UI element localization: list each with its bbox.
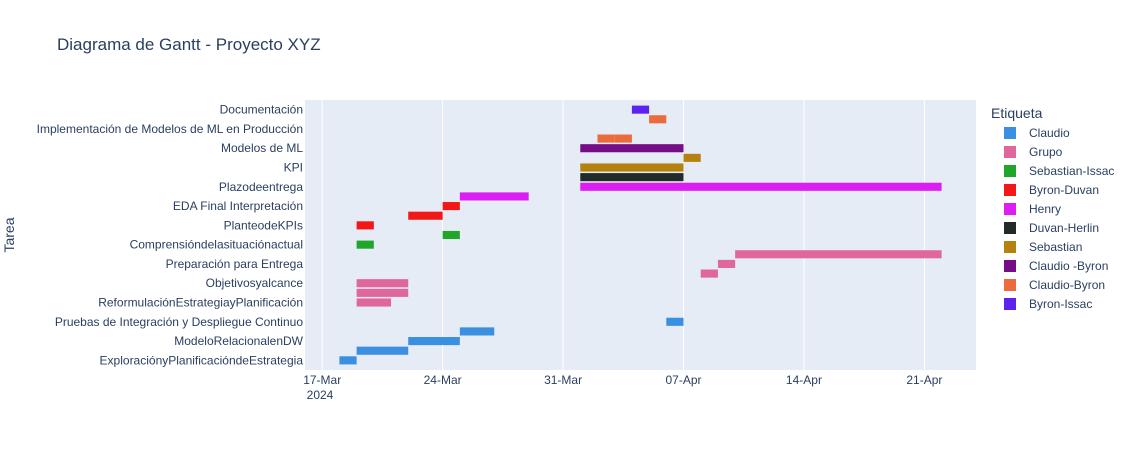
chart-title: Diagrama de Gantt - Proyecto XYZ — [57, 35, 321, 54]
legend: Claudio Grupo Sebastian-Issac Byron-Duvan He… — [1004, 126, 1114, 311]
gantt-bar[interactable] — [717, 259, 736, 268]
y-tick-labels: Documentación Implementación de Modelos d… — [37, 103, 304, 368]
y-tick-label: ReformulaciónEstrategiayPlanificación — [98, 296, 303, 310]
y-tick-label: ExploraciónyPlanificacióndeEstrategia — [100, 353, 304, 367]
y-tick-label: Comprensióndelasituaciónactual — [130, 238, 303, 252]
legend-label[interactable]: Claudio -Byron — [1029, 259, 1108, 273]
x-tick-label: 21-Apr — [906, 373, 942, 387]
legend-swatch[interactable] — [1004, 165, 1016, 177]
gantt-bar[interactable] — [649, 115, 667, 124]
bars-group — [339, 105, 942, 365]
gantt-bar[interactable] — [580, 182, 942, 191]
legend-label[interactable]: Byron-Duvan — [1029, 183, 1099, 197]
x-tick-label: 07-Apr — [665, 373, 701, 387]
gantt-bar[interactable] — [408, 211, 443, 220]
legend-label[interactable]: Byron-Issac — [1029, 297, 1092, 311]
gantt-bar[interactable] — [735, 250, 942, 259]
x-year-label: 2024 — [307, 388, 334, 402]
legend-swatch[interactable] — [1004, 222, 1016, 234]
y-tick-label: Objetivosyalcance — [206, 276, 304, 290]
y-tick-label: ModeloRelacionalenDW — [174, 334, 303, 348]
gantt-bar[interactable] — [666, 317, 684, 326]
legend-label[interactable]: Claudio-Byron — [1029, 278, 1105, 292]
y-tick-label: Documentación — [220, 103, 303, 117]
gantt-bar[interactable] — [631, 105, 650, 114]
gantt-bar[interactable] — [700, 269, 718, 278]
y-tick-label: Modelos de ML — [221, 141, 303, 155]
gantt-bar[interactable] — [356, 221, 374, 230]
x-tick-labels: 17-Mar 24-Mar 31-Mar 07-Apr 14-Apr 21-Apr — [303, 373, 942, 387]
y-tick-label: Implementación de Modelos de ML en Produ… — [37, 122, 303, 136]
x-tick-label: 14-Apr — [786, 373, 822, 387]
gantt-bar[interactable] — [442, 230, 460, 240]
gantt-bar[interactable] — [597, 134, 615, 143]
x-tick-label: 17-Mar — [303, 373, 341, 387]
legend-label[interactable]: Grupo — [1029, 145, 1063, 159]
legend-swatch[interactable] — [1004, 127, 1016, 139]
y-axis-title: Tarea — [1, 217, 17, 252]
legend-swatch[interactable] — [1004, 241, 1016, 253]
x-tick-label: 24-Mar — [424, 373, 462, 387]
gantt-bar[interactable] — [459, 327, 495, 336]
y-tick-label: KPI — [284, 161, 303, 175]
legend-swatch[interactable] — [1004, 203, 1016, 215]
y-tick-label: PlanteodeKPIs — [224, 218, 303, 232]
legend-label[interactable]: Sebastian-Issac — [1029, 164, 1114, 178]
gantt-bar[interactable] — [442, 202, 460, 211]
gantt-bar[interactable] — [580, 173, 684, 182]
y-tick-label: Pruebas de Integración y Despliegue Cont… — [55, 315, 303, 329]
gantt-bar[interactable] — [356, 279, 409, 288]
gantt-bar[interactable] — [356, 288, 409, 297]
y-tick-label: Plazodeentrega — [219, 180, 303, 194]
gantt-bar[interactable] — [356, 240, 374, 249]
x-tick-label: 31-Mar — [544, 373, 582, 387]
legend-swatch[interactable] — [1004, 260, 1016, 272]
plot-area — [305, 100, 976, 370]
gantt-bar[interactable] — [580, 163, 684, 172]
legend-title: Etiqueta — [991, 105, 1043, 121]
gantt-bar[interactable] — [356, 346, 409, 355]
legend-swatch[interactable] — [1004, 279, 1016, 291]
gantt-bar[interactable] — [614, 134, 632, 143]
legend-swatch[interactable] — [1004, 184, 1016, 196]
legend-swatch[interactable] — [1004, 146, 1016, 158]
legend-label[interactable]: Duvan-Herlin — [1029, 221, 1099, 235]
gantt-bar[interactable] — [356, 298, 392, 307]
gantt-bar[interactable] — [408, 337, 460, 346]
legend-swatch[interactable] — [1004, 298, 1016, 310]
gantt-bar[interactable] — [459, 192, 529, 201]
legend-label[interactable]: Henry — [1029, 202, 1061, 216]
gantt-bar[interactable] — [683, 153, 701, 162]
y-tick-label: Preparación para Entrega — [166, 257, 304, 271]
legend-label[interactable]: Claudio — [1029, 126, 1070, 140]
y-tick-label: EDA Final Interpretación — [173, 199, 303, 213]
gantt-bar[interactable] — [580, 144, 684, 153]
legend-label[interactable]: Sebastian — [1029, 240, 1082, 254]
gantt-bar[interactable] — [339, 356, 357, 365]
